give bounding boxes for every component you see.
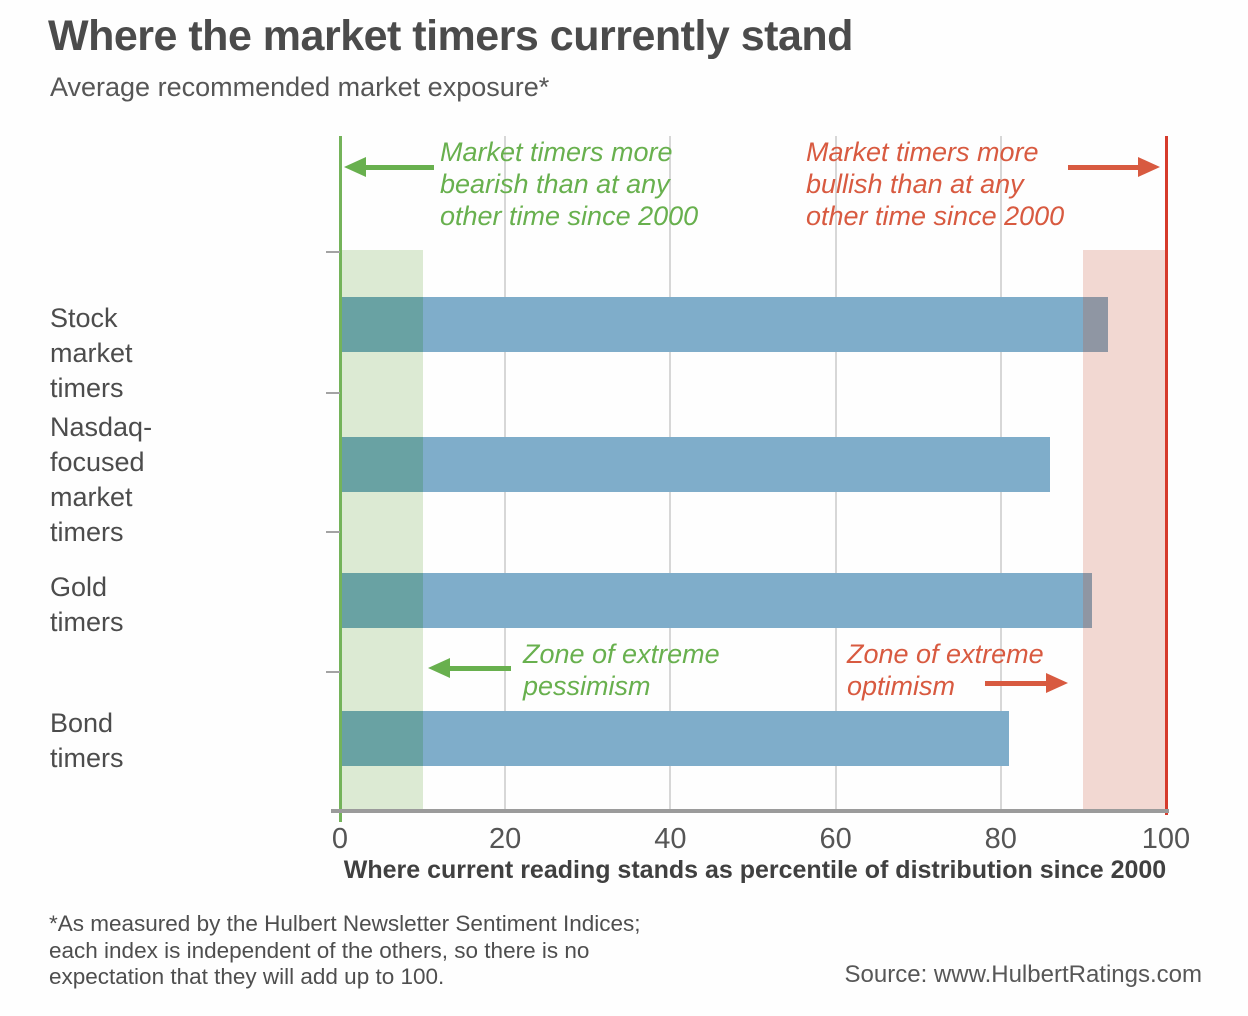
row-tick — [326, 671, 340, 673]
optimism-right-arrow-icon — [985, 673, 1068, 694]
annotation-pessimism: Zone of extreme pessimism — [523, 638, 720, 702]
arrow-head — [428, 658, 450, 678]
annotation-bearish-line: bearish than at any — [440, 169, 670, 199]
annotation-bearish-line: Market timers more — [440, 137, 673, 167]
x-tick-label-0: 0 — [331, 823, 349, 855]
category-label-line: Gold timers — [50, 571, 124, 637]
x-tick-label-40: 40 — [654, 823, 687, 855]
arrow-head — [344, 157, 366, 177]
x-tick-label-100: 100 — [1141, 823, 1191, 855]
category-label: Gold timers — [50, 570, 124, 640]
x-tick-label-80: 80 — [984, 823, 1017, 855]
arrow-head — [1138, 157, 1160, 177]
bullish-right-arrow-icon — [1068, 157, 1160, 178]
x-tick-label-20: 20 — [489, 823, 522, 855]
bearish-left-arrow-icon — [344, 157, 434, 178]
category-label-line: Stock market timers — [50, 302, 133, 403]
bar-over-pessimism-zone — [340, 711, 423, 766]
bar-gold-timers — [340, 573, 1092, 628]
bar-nasdaq-focused-market-timers — [340, 437, 1051, 492]
annotation-pessimism-line: Zone of extreme — [523, 639, 720, 669]
annotation-bullish-line: other time since 2000 — [806, 201, 1065, 231]
bar-over-optimism-zone — [1083, 573, 1092, 628]
category-label-line: Nasdaq-focused — [50, 412, 153, 477]
optimism-zone-line — [1164, 136, 1168, 815]
arrow-shaft — [444, 666, 511, 671]
bar-bond-timers — [340, 711, 1010, 766]
annotation-bullish: Market timers more bullish than at any o… — [806, 136, 1064, 232]
category-label-line: Bond timers — [50, 707, 124, 773]
bar-over-pessimism-zone — [340, 573, 423, 628]
category-label-line: market timers — [50, 482, 133, 547]
chart-title: Where the market timers currently stand — [48, 12, 853, 60]
pessimism-left-arrow-icon — [428, 658, 511, 679]
row-tick — [326, 531, 340, 533]
x-axis-line — [331, 809, 1169, 813]
annotation-bullish-line: bullish than at any — [806, 169, 1024, 199]
category-label: Stock market timers — [50, 301, 133, 406]
annotation-bearish-line: other time since 2000 — [440, 201, 699, 231]
arrow-shaft — [360, 165, 434, 170]
pessimism-zone-line — [338, 136, 342, 822]
chart-subtitle: Average recommended market exposure* — [50, 72, 550, 102]
bar-stock-market-timers — [340, 297, 1109, 352]
arrow-head — [1046, 673, 1068, 693]
arrow-shaft — [1068, 165, 1144, 170]
footnote-line: each index is independent of the others,… — [49, 937, 590, 963]
footnote-line: *As measured by the Hulbert Newsletter S… — [49, 911, 641, 936]
bar-over-optimism-zone — [1083, 297, 1109, 352]
footnote: *As measured by the Hulbert Newsletter S… — [49, 911, 641, 991]
bar-over-pessimism-zone — [340, 437, 423, 492]
category-label: Bond timers — [50, 706, 124, 776]
row-tick — [326, 251, 340, 253]
annotation-bullish-line: Market timers more — [806, 137, 1039, 167]
annotation-bearish: Market timers more bearish than at any o… — [440, 136, 698, 232]
x-tick-label-60: 60 — [819, 823, 852, 855]
footnote-line: expectation that they will add up to 100… — [49, 964, 445, 989]
annotation-optimism-line: Zone of extreme — [847, 639, 1044, 669]
arrow-shaft — [985, 681, 1052, 686]
row-tick — [326, 392, 340, 394]
bar-over-pessimism-zone — [340, 297, 423, 352]
x-axis-label: Where current reading stands as percenti… — [343, 856, 1167, 884]
annotation-optimism-line: optimism — [847, 671, 956, 701]
category-label: Nasdaq-focused market timers — [50, 410, 152, 550]
annotation-optimism: Zone of extreme optimism — [847, 638, 1044, 702]
source-credit: Source: www.HulbertRatings.com — [844, 961, 1202, 988]
annotation-pessimism-line: pessimism — [523, 671, 651, 701]
